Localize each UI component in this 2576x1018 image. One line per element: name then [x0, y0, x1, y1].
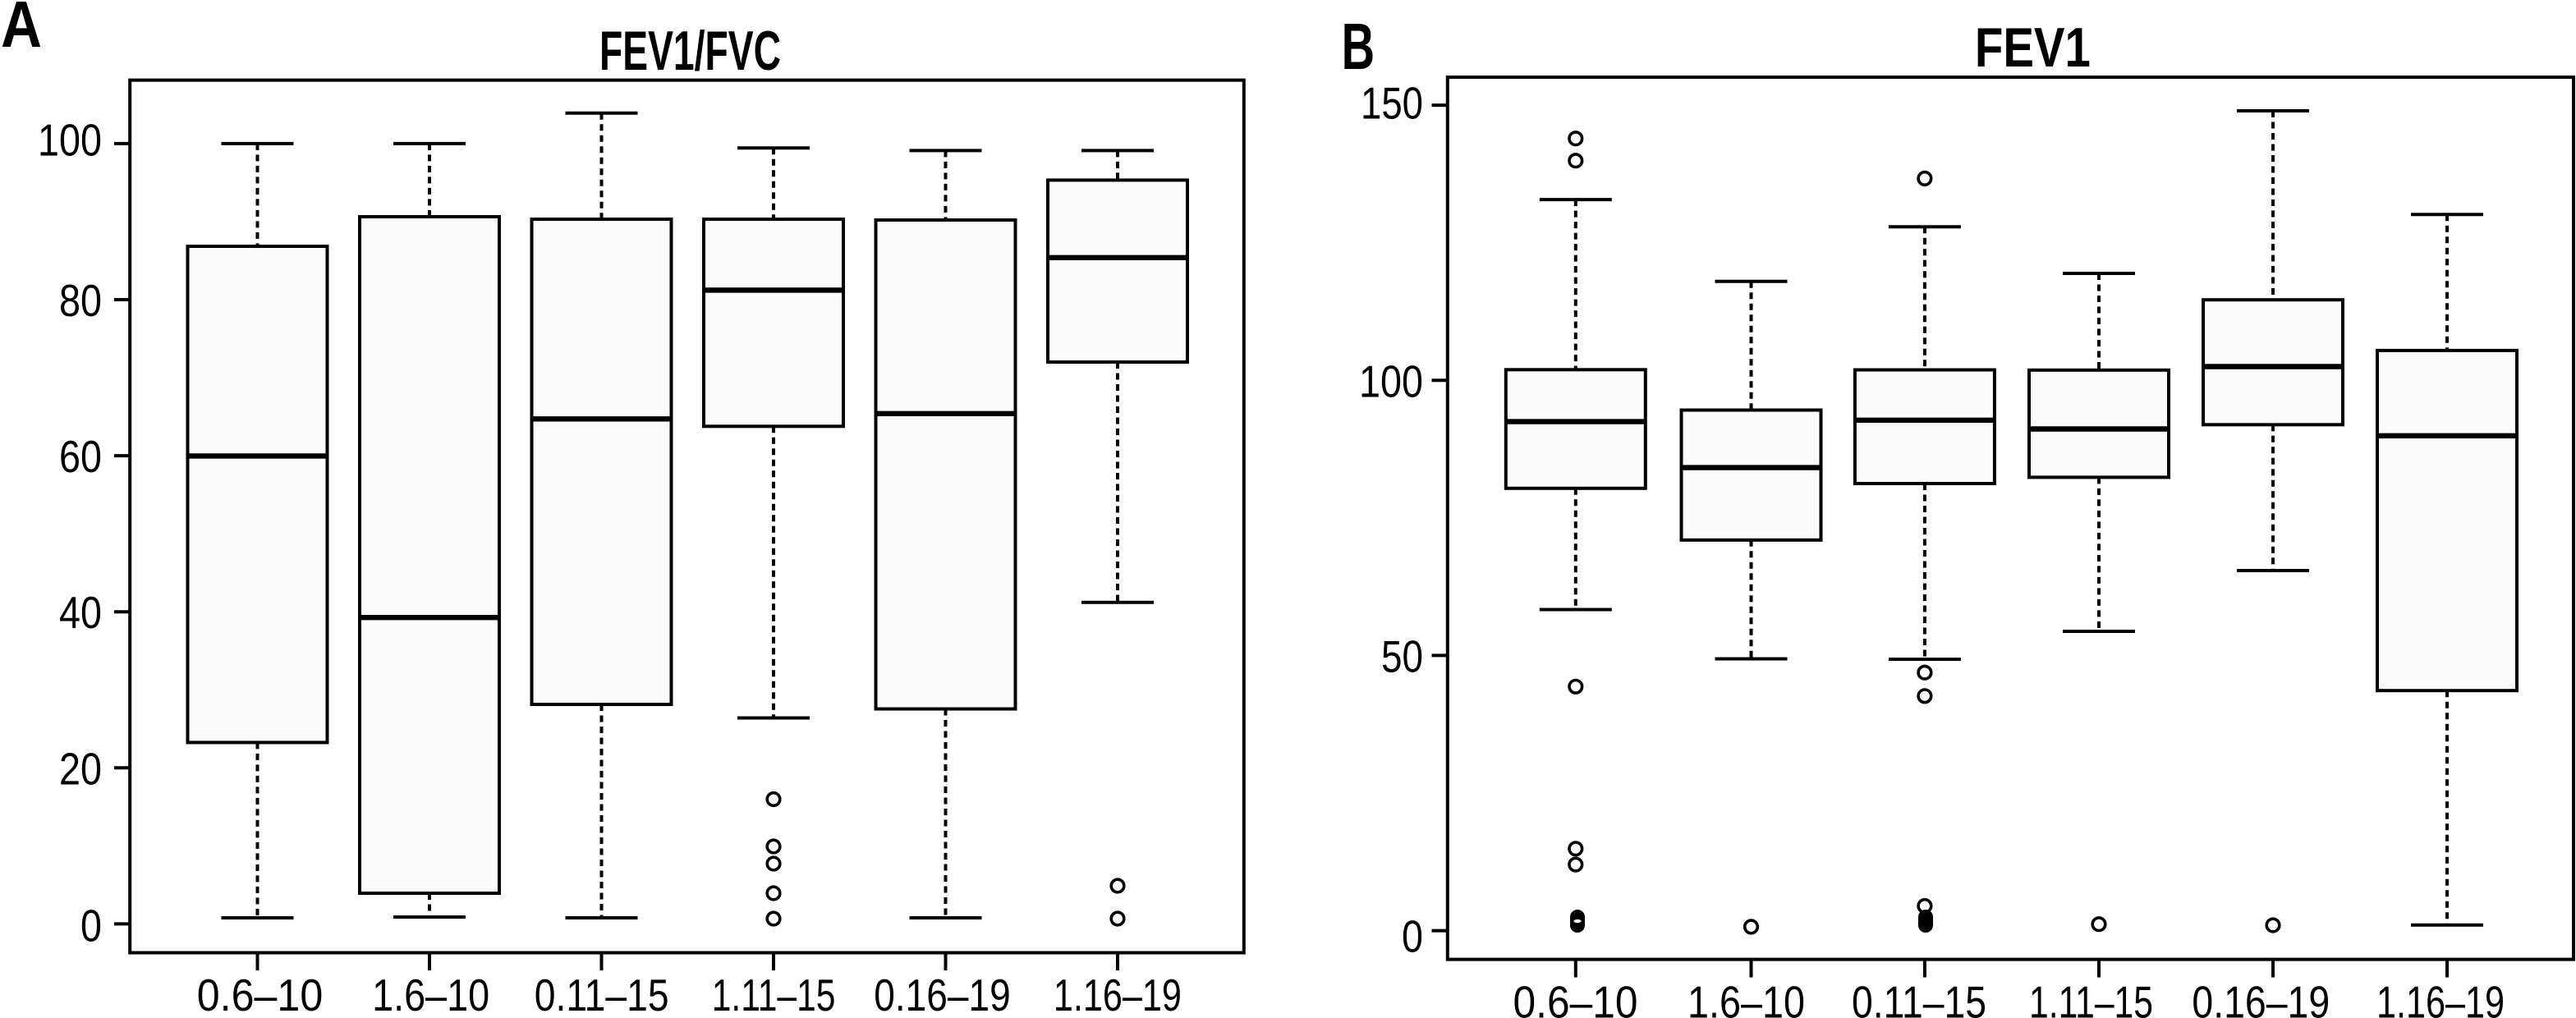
svg-text:0: 0 — [80, 901, 102, 952]
svg-text:0.16–19: 0.16–19 — [2192, 977, 2330, 1018]
svg-text:80: 80 — [59, 275, 102, 326]
svg-text:A: A — [1, 0, 42, 61]
svg-text:0.6–10: 0.6–10 — [197, 970, 324, 1018]
svg-text:1.16–19: 1.16–19 — [2376, 977, 2505, 1018]
svg-text:FEV1: FEV1 — [1975, 16, 2091, 79]
svg-text:1.6–10: 1.6–10 — [1687, 977, 1805, 1018]
svg-text:40: 40 — [59, 587, 102, 638]
svg-text:100: 100 — [1359, 355, 1423, 406]
svg-text:1.11–15: 1.11–15 — [712, 970, 836, 1018]
svg-text:FEV1/FVC: FEV1/FVC — [599, 20, 781, 82]
svg-text:0.11–15: 0.11–15 — [535, 970, 669, 1018]
svg-text:1.16–19: 1.16–19 — [1054, 970, 1182, 1018]
svg-text:0.11–15: 0.11–15 — [1852, 977, 1986, 1018]
svg-text:1.6–10: 1.6–10 — [372, 970, 489, 1018]
svg-text:150: 150 — [1361, 78, 1423, 129]
svg-text:100: 100 — [38, 115, 102, 166]
svg-text:B: B — [1342, 10, 1375, 83]
svg-text:0.6–10: 0.6–10 — [1513, 977, 1638, 1018]
svg-text:60: 60 — [59, 431, 102, 482]
svg-text:0: 0 — [1402, 911, 1423, 962]
svg-text:1.11–15: 1.11–15 — [2029, 977, 2153, 1018]
svg-text:20: 20 — [59, 743, 102, 794]
svg-text:0.16–19: 0.16–19 — [874, 970, 1011, 1018]
svg-text:50: 50 — [1381, 631, 1423, 681]
